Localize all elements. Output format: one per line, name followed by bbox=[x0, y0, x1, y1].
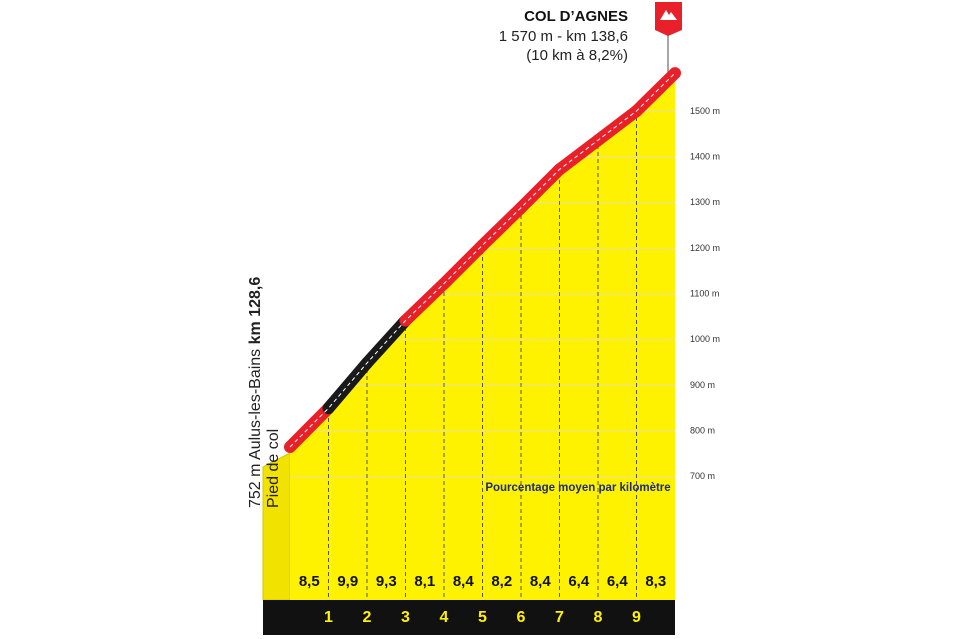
y-tick-label: 1200 m bbox=[690, 243, 720, 253]
y-tick-label: 900 m bbox=[690, 380, 715, 390]
start-elevation: 752 m bbox=[247, 464, 264, 508]
center-line bbox=[289, 72, 676, 448]
chart-title: COL D’AGNES bbox=[524, 8, 628, 25]
gradient-label: 9,3 bbox=[376, 573, 397, 590]
y-tick-label: 1000 m bbox=[690, 334, 720, 344]
subtitle: (10 km à 8,2%) bbox=[526, 47, 628, 64]
annotation: Pourcentage moyen par kilomètre bbox=[485, 482, 670, 494]
km-label: 3 bbox=[401, 609, 410, 626]
gradient-label: 6,4 bbox=[607, 573, 629, 590]
start-line: 752 m Aulus-les-Bains km 128,6 bbox=[247, 277, 264, 508]
km-label: 1 bbox=[324, 609, 333, 626]
gradient-label: 8,3 bbox=[645, 573, 666, 590]
gradient-label: 9,9 bbox=[337, 573, 358, 590]
summit-flag bbox=[655, 2, 682, 74]
y-tick-label: 1300 m bbox=[690, 197, 720, 207]
start-place: Aulus-les-Bains bbox=[247, 349, 264, 460]
start-note: Pied de col bbox=[265, 429, 282, 508]
km-label: 7 bbox=[555, 609, 564, 626]
y-tick-label: 1400 m bbox=[690, 152, 720, 162]
gradient-label: 8,5 bbox=[299, 573, 320, 590]
km-label: 8 bbox=[594, 609, 603, 626]
y-tick-label: 1500 m bbox=[690, 106, 720, 116]
km-label: 5 bbox=[478, 609, 487, 626]
start-km: km 128,6 bbox=[247, 277, 264, 345]
y-tick-label: 700 m bbox=[690, 471, 715, 481]
subtitle: 1 570 m - km 138,6 bbox=[499, 28, 628, 45]
gradient-label: 8,4 bbox=[453, 573, 475, 590]
gradient-label: 6,4 bbox=[568, 573, 590, 590]
gradient-label: 8,1 bbox=[414, 573, 435, 590]
km-label: 4 bbox=[440, 609, 449, 626]
gradient-label: 8,2 bbox=[491, 573, 512, 590]
start-label: 752 m Aulus-les-Bains km 128,6 Pied de c… bbox=[247, 277, 282, 508]
km-label: 6 bbox=[517, 609, 526, 626]
gradient-label: 8,4 bbox=[530, 573, 552, 590]
y-tick-label: 800 m bbox=[690, 425, 715, 435]
km-band bbox=[263, 600, 675, 635]
km-label: 9 bbox=[632, 609, 641, 626]
km-label: 2 bbox=[363, 609, 372, 626]
y-tick-label: 1100 m bbox=[690, 289, 719, 299]
